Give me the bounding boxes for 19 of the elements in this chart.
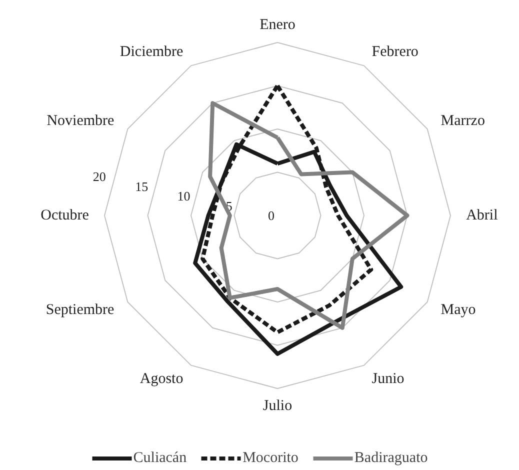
spoke-label: Agosto: [140, 370, 184, 387]
spoke-label: Enero: [260, 17, 296, 34]
legend-label: Culiacán: [133, 450, 187, 466]
legend-label: Badiraguato: [354, 450, 428, 466]
y-tick-label: 10: [177, 188, 190, 204]
spoke-label: Julio: [262, 398, 292, 414]
legend-label: Mocorito: [242, 450, 298, 466]
spoke-label: Diciembre: [120, 44, 184, 60]
y-tick-label: 15: [135, 178, 148, 194]
spoke-label: Marrzo: [440, 113, 485, 130]
spoke-label: Junio: [372, 370, 404, 387]
spoke-label: Mayo: [440, 302, 476, 318]
spoke-label: Octubre: [40, 208, 90, 224]
spoke-label: Noviembre: [46, 113, 115, 130]
spoke-label: Febrero: [372, 44, 418, 60]
y-tick-label: 0: [268, 208, 274, 223]
spoke-label: Abril: [466, 208, 498, 224]
y-tick-label: 20: [92, 169, 106, 184]
spoke-label: Septiembre: [46, 302, 115, 318]
